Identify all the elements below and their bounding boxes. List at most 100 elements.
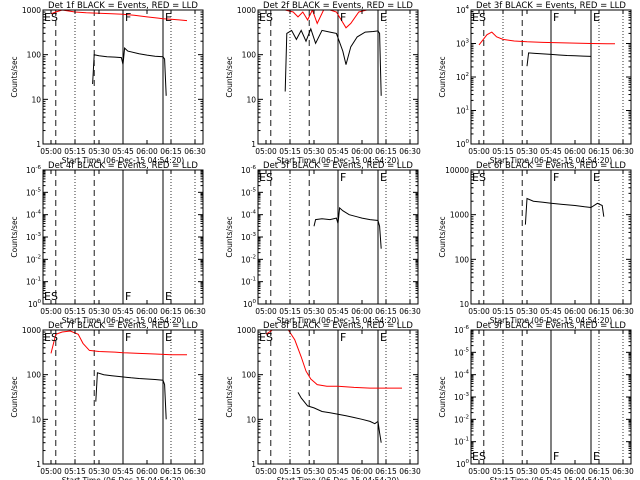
y-tick-base: 10 (26, 233, 36, 242)
y-tick-exponent: -5 (251, 187, 257, 193)
x-tick-label: 06:15 (375, 147, 397, 156)
event-marker-label: E (593, 171, 600, 184)
y-tick-exponent: 0 (466, 459, 470, 465)
y-tick-base: 10 (26, 278, 36, 287)
y-axis-label: Counts/sec (10, 216, 19, 257)
y-tick-label: 1000 (22, 326, 41, 335)
events-series-line (297, 392, 382, 443)
event-marker-label: E (165, 331, 172, 344)
y-axis-label: Counts/sec (10, 376, 19, 417)
y-tick-label: 100 (28, 299, 42, 309)
x-tick-label: 05:30 (303, 307, 325, 316)
y-tick-base: 10 (456, 73, 466, 82)
y-tick-exponent: -1 (251, 277, 256, 283)
chart-title: Det 2f BLACK = Events, RED = LLD (263, 1, 413, 11)
y-tick-label: 10-6 (26, 165, 42, 175)
y-tick-base: 10 (241, 255, 251, 264)
y-tick-label: 10-3 (26, 232, 42, 242)
x-tick-label: 06:30 (612, 467, 634, 476)
y-tick-exponent: -2 (36, 254, 41, 260)
y-tick-exponent: -2 (251, 254, 256, 260)
x-tick-label: 05:00 (40, 307, 62, 316)
x-tick-label: 06:30 (399, 147, 421, 156)
event-marker-label: ES (44, 11, 58, 24)
event-marker-label: F (553, 450, 559, 463)
y-tick-exponent: 3 (466, 39, 470, 45)
x-axis-label: Start Time (06-Dec-15 04:54:20) (277, 156, 399, 165)
x-tick-label: 05:30 (88, 147, 110, 156)
y-tick-label: 10000 (445, 166, 469, 175)
y-tick-base: 10 (456, 107, 466, 116)
event-marker-label: F (340, 11, 346, 24)
chart-title: Det 9f BLACK = Events, RED = LLD (476, 321, 626, 331)
x-tick-label: 06:15 (375, 467, 397, 476)
y-tick-exponent: -4 (36, 210, 42, 216)
x-tick-label: 05:30 (88, 467, 110, 476)
y-tick-base: 10 (241, 188, 251, 197)
y-tick-label: 10-4 (26, 210, 42, 220)
lld-series-line (265, 330, 402, 389)
y-tick-label: 10-1 (241, 277, 256, 287)
y-tick-exponent: -3 (36, 232, 42, 238)
y-tick-exponent: -5 (464, 347, 470, 353)
x-tick-label: 06:15 (375, 307, 397, 316)
y-tick-base: 10 (28, 300, 38, 309)
y-tick-label: 10 (31, 95, 41, 104)
x-tick-label: 06:15 (160, 467, 182, 476)
event-marker-label: E (593, 450, 600, 463)
event-marker-label: E (380, 171, 387, 184)
x-tick-label: 05:00 (255, 307, 277, 316)
y-tick-label: 10 (31, 415, 41, 424)
y-tick-label: 1 (36, 460, 41, 469)
x-tick-label: 06:00 (351, 147, 373, 156)
y-tick-exponent: 0 (253, 299, 257, 305)
x-tick-label: 06:15 (160, 307, 182, 316)
y-tick-label: 10-6 (454, 325, 470, 335)
y-tick-exponent: -5 (36, 187, 42, 193)
y-tick-label: 100 (456, 459, 470, 469)
x-tick-label: 05:45 (112, 147, 134, 156)
y-tick-base: 10 (241, 278, 251, 287)
y-tick-base: 10 (26, 211, 36, 220)
x-tick-label: 05:45 (540, 467, 562, 476)
y-tick-exponent: -4 (464, 370, 470, 376)
x-tick-label: 05:15 (492, 467, 514, 476)
y-tick-exponent: -6 (464, 325, 470, 331)
event-marker-label: F (340, 331, 346, 344)
y-axis-label: Counts/sec (438, 376, 447, 417)
x-tick-label: 06:00 (136, 467, 158, 476)
event-marker-label: F (340, 171, 346, 184)
event-marker-label: ES (44, 331, 58, 344)
y-tick-base: 10 (454, 371, 464, 380)
lld-series-line (478, 31, 615, 46)
y-axis-label: Counts/sec (438, 56, 447, 97)
x-tick-label: 05:30 (516, 147, 538, 156)
x-tick-label: 06:30 (399, 307, 421, 316)
x-tick-label: 05:00 (40, 147, 62, 156)
x-tick-label: 05:15 (492, 147, 514, 156)
chart-title: Det 3f BLACK = Events, RED = LLD (476, 1, 626, 11)
y-tick-exponent: -3 (464, 392, 470, 398)
y-tick-base: 10 (454, 393, 464, 402)
x-axis-label: Start Time (06-Dec-15 04:54:20) (62, 476, 184, 480)
y-tick-base: 10 (454, 348, 464, 357)
event-marker-label: ES (259, 171, 273, 184)
x-tick-label: 05:15 (279, 307, 301, 316)
x-tick-label: 05:30 (516, 467, 538, 476)
events-series-line (526, 52, 592, 67)
y-tick-label: 100 (243, 299, 257, 309)
y-tick-label: 1000 (22, 6, 41, 15)
x-tick-label: 06:15 (588, 467, 610, 476)
x-axis-label: Start Time (06-Dec-15 04:54:20) (277, 476, 399, 480)
x-tick-label: 05:00 (468, 467, 490, 476)
x-tick-label: 05:15 (64, 467, 86, 476)
y-tick-label: 104 (456, 5, 470, 15)
x-tick-label: 05:45 (327, 147, 349, 156)
y-tick-label: 100 (27, 371, 42, 380)
x-tick-label: 05:00 (255, 147, 277, 156)
event-marker-label: ES (472, 450, 486, 463)
